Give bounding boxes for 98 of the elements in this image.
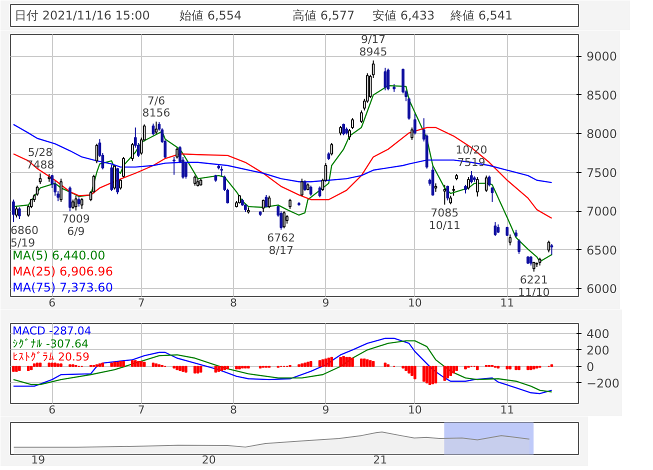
text: MA(25) 6,906.96 [12, 264, 113, 278]
candlestick [60, 178, 62, 202]
text: 終値 6,541 [450, 8, 513, 22]
candlestick [110, 164, 114, 192]
candlestick [74, 195, 78, 212]
candlestick [484, 175, 488, 192]
candlestick [176, 146, 178, 160]
candlestick [12, 199, 15, 223]
annotation: 6860 5/19 [10, 224, 38, 250]
x-tick-label: 21 [373, 454, 388, 466]
x-tick-label: 9 [322, 404, 330, 416]
candlestick [38, 172, 42, 185]
y-tick-label: 400 [586, 326, 610, 341]
line-series [12, 85, 552, 262]
candlestick [494, 222, 497, 237]
text: ｼｸﾞﾅﾙ -307.64 [12, 338, 88, 350]
annotation: 7/6 8156 [142, 94, 170, 120]
candlestick [330, 142, 334, 156]
y-tick-label: 9000 [586, 50, 618, 64]
y-tick-label: 6000 [586, 282, 618, 296]
candlestick [443, 184, 446, 206]
candlestick [529, 256, 532, 266]
candlestick [414, 113, 416, 135]
x-tick-label: 10 [408, 296, 422, 310]
candlestick [193, 175, 196, 186]
text: 高値 6,577 [292, 8, 355, 22]
annotation: 9/17 8945 [359, 33, 388, 58]
candlestick [80, 198, 84, 210]
annotation: 6762 8/17 [267, 232, 296, 258]
text: 日付 2021/11/16 15:00 [14, 8, 150, 22]
candlestick [116, 167, 119, 195]
candlestick [547, 240, 550, 253]
candlestick [172, 156, 176, 176]
candlestick [18, 206, 21, 220]
y-tick-label: 7500 [586, 166, 618, 180]
candlestick [220, 166, 224, 177]
text: MA(5) 6,440.00 [12, 248, 106, 262]
candlestick [386, 68, 390, 91]
candlestick [446, 185, 450, 201]
candlestick [300, 178, 304, 196]
candlestick [113, 164, 116, 190]
candlestick [532, 262, 536, 272]
y-tick-label: 8500 [586, 88, 618, 102]
text: 安値 6,433 [372, 8, 435, 22]
candlestick [410, 127, 414, 140]
candlestick [268, 195, 271, 209]
candlestick [360, 110, 363, 124]
candlestick [339, 125, 342, 136]
candlestick [518, 238, 520, 254]
candlestick [348, 128, 351, 140]
x-tick-label: 19 [31, 454, 46, 466]
candlestick [342, 123, 345, 136]
candlestick [77, 196, 80, 208]
x-tick-label: 8 [230, 296, 238, 310]
x-tick-label: 8 [230, 404, 238, 416]
candlestick [131, 142, 134, 162]
candlestick [309, 185, 312, 196]
text: 始値 6,554 [180, 8, 242, 22]
candlestick [72, 199, 74, 210]
candlestick [452, 185, 456, 196]
candlestick [550, 244, 554, 256]
text: MA(75) 7,373.60 [12, 280, 113, 294]
y-tick-label: 8000 [586, 127, 618, 142]
x-tick-label: 11 [500, 296, 514, 310]
y-tick-label: −200 [586, 376, 620, 390]
y-tick-label: 0 [586, 360, 594, 374]
x-tick-label: 10 [408, 404, 422, 416]
annotation: 7009 6/9 [62, 212, 90, 238]
x-tick-label: 7 [138, 404, 145, 416]
series-label: ﾋｽﾄｸﾞﾗﾑ 20.59 [12, 350, 90, 364]
annotation: 7085 10/11 [428, 206, 461, 232]
y-tick-label: 6500 [586, 243, 618, 258]
candlestick [351, 118, 354, 130]
x-tick-label: 11 [500, 404, 514, 416]
candlestick [470, 170, 473, 184]
candlestick [184, 161, 188, 180]
text: MACD -287.04 [12, 324, 92, 338]
x-tick-label: 6 [48, 296, 56, 310]
candlestick [508, 234, 512, 246]
y-tick-label: 200 [586, 343, 610, 358]
candlestick [122, 156, 125, 178]
candlestick [282, 210, 286, 229]
candlestick [95, 143, 98, 164]
candlestick [303, 180, 306, 192]
x-tick-label: 20 [202, 454, 216, 466]
candlestick [467, 176, 470, 190]
candlestick [288, 198, 292, 210]
candlestick [154, 121, 158, 135]
x-tick-label: 6 [48, 404, 56, 416]
candlestick [68, 186, 72, 212]
candlestick [490, 186, 494, 202]
candlestick [488, 175, 491, 187]
candlestick [15, 206, 18, 218]
candlestick [476, 176, 479, 198]
y-tick-label: 7000 [586, 204, 618, 219]
x-tick-label: 7 [138, 296, 145, 310]
x-tick-label: 9 [322, 296, 330, 310]
line-series [12, 124, 552, 184]
